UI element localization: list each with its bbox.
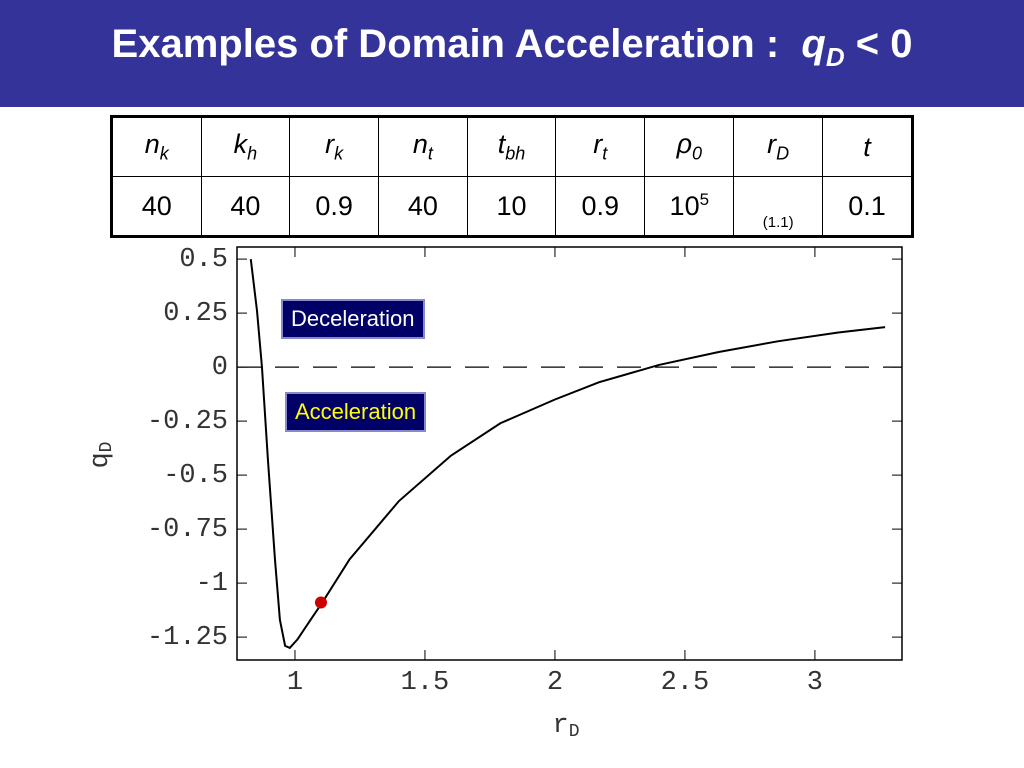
cell-subscript: t [602,143,608,164]
cell-text: 10 [669,191,700,221]
table-cell: ρ0 [644,116,735,177]
title-symbol: q [801,22,826,66]
title-relation: < 0 [855,22,913,66]
y-tick-label: -1 [196,569,228,599]
cell-text: n [144,129,160,160]
table-cell: 0.9 [289,176,380,237]
cell-text: n [412,129,428,160]
cell-text: (1.1) [762,213,794,231]
cell-text: t [497,129,506,160]
x-label-sub: D [569,722,580,742]
cell-subscript: h [247,143,258,164]
cell-text: 0.9 [581,190,620,221]
cell-text: r [593,129,603,160]
x-tick-label: 2 [547,668,563,698]
cell-text: 40 [407,190,438,221]
cell-text: 40 [141,190,172,221]
cell-text: 0.9 [315,190,353,221]
table-cell: 40 [378,176,468,237]
y-tick-label: -0.25 [147,407,228,437]
y-axis-label: qD [86,441,117,468]
x-tick-label: 1 [287,668,303,698]
y-tick-label: 0 [212,353,228,383]
table-cell: tbh [466,116,557,177]
table-cell: rD [733,116,823,177]
cell-text: k [233,129,248,160]
table-cell: 40 [111,176,202,237]
x-tick-label: 3 [807,668,823,698]
x-axis-label: rD [552,711,579,742]
y-tick-label: 0.5 [179,245,228,275]
curve [249,258,886,650]
title-subscript: D [825,42,845,72]
table-cell: 105 [644,176,735,237]
table-cell: 40 [200,176,291,237]
x-label-text: r [552,711,568,741]
x-tick-label: 2.5 [661,668,710,698]
table-cell: nk [111,116,202,177]
annotation: Acceleration [285,392,427,432]
table-cell: 0.9 [555,176,646,237]
cell-text: 0.1 [848,190,886,221]
cell-subscript: 0 [692,143,703,164]
cell-subscript: k [159,143,169,164]
table-row: nk kh rk nt tbh rt ρ0 rD t [111,116,914,177]
title-bar [0,0,1024,107]
y-tick-label: -1.25 [147,623,228,653]
parameter-table: nk kh rk nt tbh rt ρ0 rD t 40 40 0.9 40 10 0.9 105 (1.1)… [110,115,914,238]
table-row: 40 40 0.9 40 10 0.9 105 (1.1) 0.1 [111,176,914,237]
y-tick-label: -0.75 [147,515,228,545]
cell-subscript: D [776,143,790,164]
cell-subscript: bh [505,143,526,164]
highlight-point [314,596,327,609]
table-cell: 0.1 [821,176,914,237]
plot-frame [236,246,903,661]
cell-text: ρ [676,129,693,160]
cell-subscript: k [334,143,344,164]
table-cell: t [821,116,914,177]
cell-text: r [767,129,777,160]
cell-text: r [325,129,335,160]
cell-text: t [863,131,871,162]
cell-subscript: t [427,143,433,164]
table-cell: (1.1) [733,176,823,237]
y-label-sub: D [97,441,117,452]
x-tick-label: 1.5 [401,668,450,698]
cell-text: 10 [496,190,527,221]
y-tick-label: -0.5 [163,461,228,491]
annotation: Deceleration [281,299,425,339]
y-tick-label: 0.25 [163,299,228,329]
slide-title: Examples of Domain Acceleration : qD < 0 [0,22,1024,73]
cell-superscript: 5 [699,190,710,209]
y-label-text: q [86,452,116,468]
title-text: Examples of Domain Acceleration : [111,22,780,66]
cell-text: 40 [230,190,261,221]
table-cell: 10 [466,176,557,237]
table-cell: rk [289,116,380,177]
